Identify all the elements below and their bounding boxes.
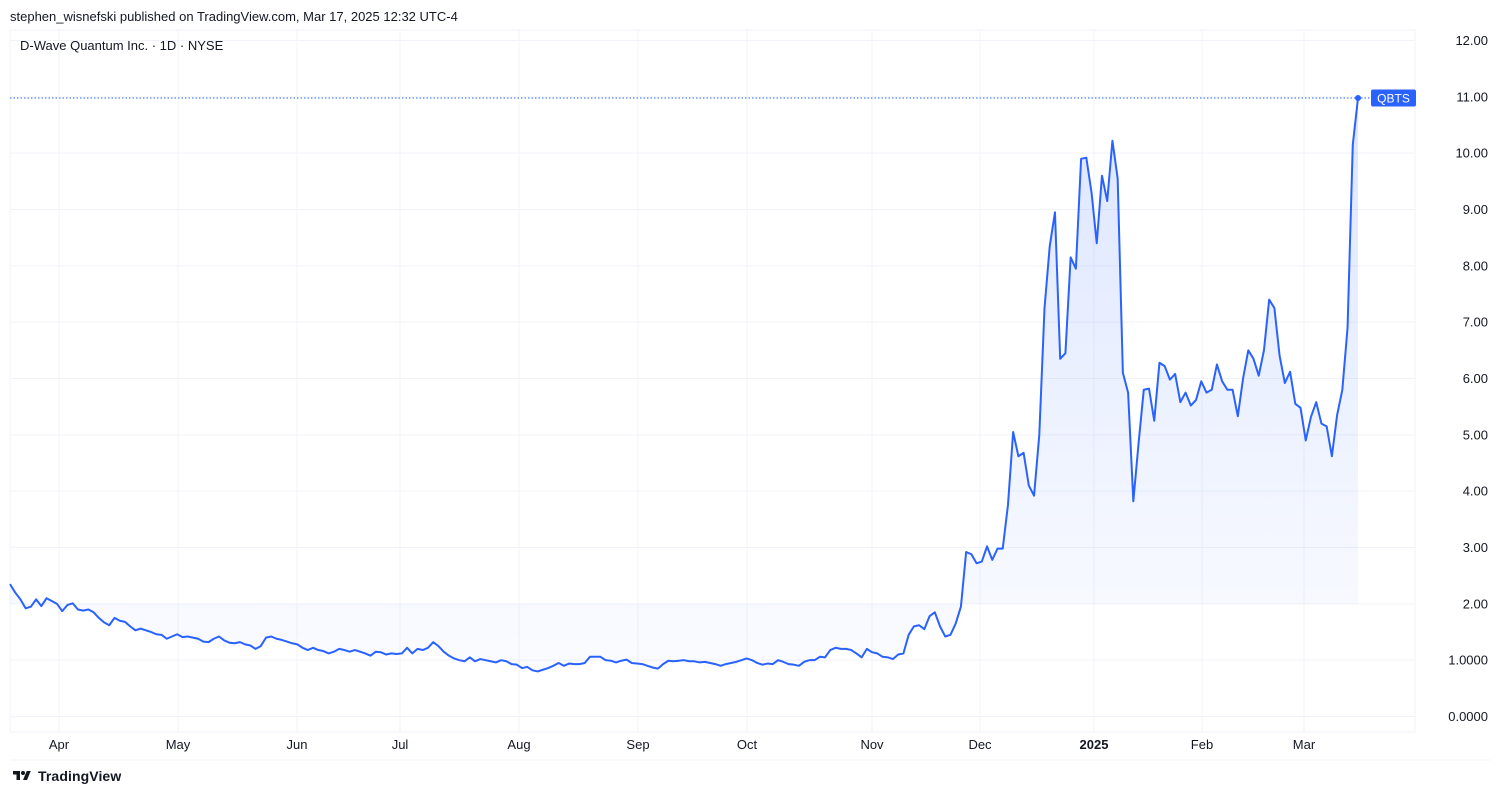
brand-name: TradingView — [38, 768, 122, 784]
label-layer: 12.00 11.00 10.00 9.00 8.00 7.00 6.00 5.00 4.00 3… — [20, 33, 1488, 752]
x-tick-label: Jul — [392, 737, 409, 752]
y-tick-label: 2.00 — [1463, 596, 1488, 611]
y-tick-label: 12.00 — [1455, 33, 1488, 48]
price-line — [9, 97, 1359, 673]
y-tick-label: 7.00 — [1463, 315, 1488, 330]
x-tick-label: Sep — [626, 737, 649, 752]
x-tick-label: Jun — [287, 737, 308, 752]
y-tick-label: 4.00 — [1463, 484, 1488, 499]
axis-layer: QBTS — [10, 89, 1416, 107]
y-tick-label: 0.0000 — [1448, 709, 1488, 724]
last-price-dot — [1355, 94, 1361, 101]
chart-title: D-Wave Quantum Inc. · 1D · NYSE — [20, 38, 224, 53]
y-tick-label: 11.00 — [1456, 89, 1488, 104]
ticker-label: QBTS — [1377, 91, 1410, 105]
tradingview-logo-icon — [13, 771, 31, 780]
y-tick-label: 3.00 — [1463, 540, 1488, 555]
attribution-header: stephen_wisnefski published on TradingVi… — [10, 9, 458, 24]
price-area-fill — [10, 97, 1358, 672]
y-tick-label: 6.00 — [1463, 371, 1488, 386]
ticker-badge — [1371, 89, 1416, 107]
y-tick-label: 1.0000 — [1448, 653, 1488, 668]
x-tick-label: Aug — [507, 737, 530, 752]
x-tick-label: Feb — [1191, 737, 1213, 752]
y-tick-label: 5.00 — [1463, 427, 1488, 442]
x-tick-label: Apr — [49, 737, 70, 752]
x-tick-label: Oct — [737, 737, 758, 752]
y-tick-label: 9.00 — [1463, 202, 1488, 217]
footer-brand[interactable]: TradingView — [10, 768, 121, 784]
x-tick-label: Dec — [968, 737, 992, 752]
x-tick-label: 2025 — [1080, 737, 1109, 752]
plot-frame — [9, 29, 1416, 733]
x-tick-label: Nov — [860, 737, 884, 752]
area-layer — [9, 97, 1359, 673]
x-tick-label: Mar — [1293, 737, 1316, 752]
y-tick-label: 8.00 — [1463, 258, 1488, 273]
y-tick-label: 10.00 — [1455, 146, 1488, 161]
x-tick-label: May — [166, 737, 191, 752]
